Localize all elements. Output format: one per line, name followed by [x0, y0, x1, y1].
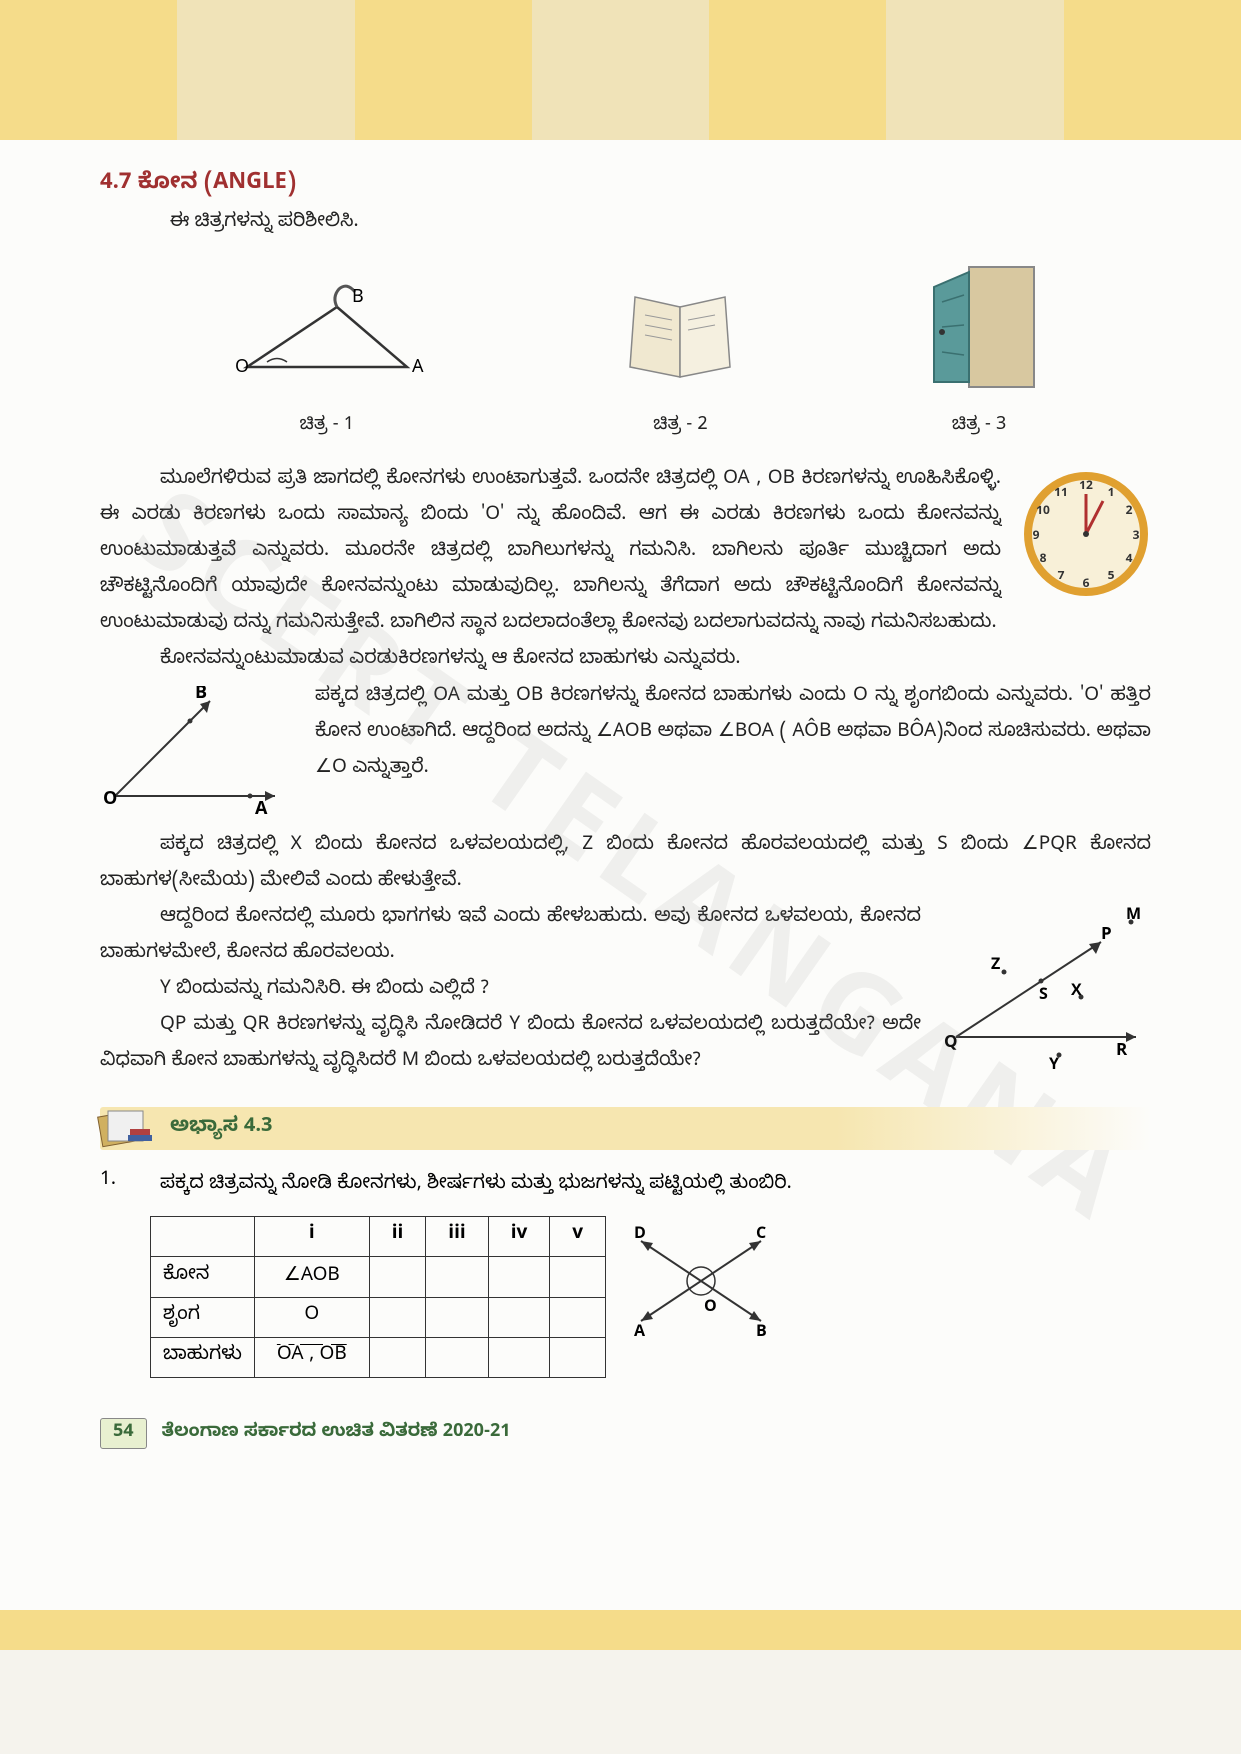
- angle-oab-figure: O A B: [100, 686, 290, 825]
- intro-text: ಈ ಚಿತ್ರಗಳನ್ನು ಪರಿಶೀಲಿಸಿ.: [170, 212, 1151, 237]
- svg-text:O: O: [103, 789, 117, 814]
- table-row: ಬಾಹುಗಳು OA , OB: [151, 1338, 606, 1378]
- figure-2: ಚಿತ್ರ - 2: [600, 277, 760, 439]
- question-1: 1. ಪಕ್ಕದ ಚಿತ್ರವನ್ನು ನೋಡಿ ಕೋನಗಳು, ಶೀರ್ಷಗಳ…: [100, 1170, 1151, 1204]
- svg-text:P: P: [1101, 926, 1112, 949]
- table-row: ಕೋನ ∠AOB: [151, 1257, 606, 1298]
- book-icon: [600, 277, 760, 397]
- figure-1-caption: ಚಿತ್ರ - 1: [207, 414, 447, 439]
- page-number: 54: [100, 1418, 147, 1449]
- section-heading: 4.7 ಕೋನ (ANGLE): [100, 170, 1151, 200]
- clock-icon: 12 1 2 3 4 5 6 7 8 9 10 11: [1021, 469, 1151, 599]
- clock-figure: 12 1 2 3 4 5 6 7 8 9 10 11: [1021, 469, 1151, 608]
- angle-table: i ii iii iv v ಕೋನ ∠AOB ಶೃಂಗ O: [150, 1216, 606, 1378]
- svg-text:O: O: [235, 357, 249, 382]
- svg-text:B: B: [195, 686, 207, 708]
- svg-text:4: 4: [1126, 553, 1133, 569]
- svg-text:R: R: [1116, 1042, 1128, 1065]
- table-wrap: i ii iii iv v ಕೋನ ∠AOB ಶೃಂಗ O: [150, 1216, 1151, 1378]
- paragraph-4: ಪಕ್ಕದ ಚಿತ್ರದಲ್ಲಿ X ಬಿಂದು ಕೋನದ ಒಳವಲಯದಲ್ಲಿ…: [100, 830, 1151, 902]
- figure-3-caption: ಚಿತ್ರ - 3: [914, 414, 1044, 439]
- top-stripes: [0, 0, 1241, 140]
- svg-text:9: 9: [1033, 530, 1040, 546]
- figure-3: ಚಿತ್ರ - 3: [914, 257, 1044, 439]
- svg-text:12: 12: [1079, 480, 1093, 496]
- table-row: ಶೃಂಗ O: [151, 1298, 606, 1338]
- svg-text:1: 1: [1108, 487, 1115, 503]
- door-icon: [914, 257, 1044, 397]
- svg-text:7: 7: [1058, 570, 1065, 586]
- svg-text:B: B: [352, 287, 364, 312]
- svg-text:A: A: [634, 1323, 646, 1345]
- svg-text:A: A: [412, 357, 424, 382]
- books-icon: [90, 1099, 160, 1154]
- svg-text:A: A: [255, 799, 268, 816]
- hanger-icon: O A B: [207, 277, 447, 397]
- star-diagram-icon: D C A B O: [626, 1216, 776, 1346]
- svg-text:10: 10: [1036, 505, 1050, 521]
- svg-text:C: C: [756, 1225, 766, 1247]
- svg-text:Z: Z: [991, 956, 1000, 978]
- svg-text:B: B: [756, 1323, 767, 1345]
- footer-text: ತೆಲಂಗಾಣ ಸರ್ಕಾರದ ಉಚಿತ ವಿತರಣೆ 2020-21: [162, 1421, 511, 1446]
- question-number: 1.: [100, 1170, 130, 1195]
- paragraph-1: ಮೂಲೆಗಳಿರುವ ಪ್ರತಿ ಜಾಗದಲ್ಲಿ ಕೋನಗಳು ಉಂಟಾಗುತ…: [100, 464, 1151, 644]
- figure-1: O A B ಚಿತ್ರ - 1: [207, 277, 447, 439]
- svg-text:M: M: [1126, 907, 1141, 928]
- angle-diagram-icon: O A B: [100, 686, 290, 816]
- svg-text:X: X: [1071, 982, 1082, 1004]
- exercise-label: ಅಭ್ಯಾಸ 4.3: [170, 1115, 273, 1142]
- svg-text:11: 11: [1054, 487, 1068, 503]
- svg-text:Y: Y: [1049, 1056, 1059, 1077]
- paragraph-2: ಕೋನವನ್ನುಂಟುಮಾಡುವ ಎರಡುಕಿರಣಗಳನ್ನು ಆ ಕೋನದ ಬ…: [100, 644, 1151, 680]
- pqr-figure: Q R P S Z X Y M: [941, 907, 1151, 1086]
- figure-row: O A B ಚಿತ್ರ - 1 ಚಿತ್ರ - 2: [130, 257, 1121, 439]
- svg-text:8: 8: [1040, 553, 1047, 569]
- svg-text:D: D: [634, 1225, 646, 1247]
- table-header-row: i ii iii iv v: [151, 1217, 606, 1257]
- bottom-bar: [0, 1610, 1241, 1650]
- svg-text:Q: Q: [944, 1034, 958, 1057]
- question-text: ಪಕ್ಕದ ಚಿತ್ರವನ್ನು ನೋಡಿ ಕೋನಗಳು, ಶೀರ್ಷಗಳು ಮ…: [160, 1170, 1151, 1204]
- svg-text:S: S: [1039, 986, 1048, 1008]
- svg-text:6: 6: [1083, 578, 1090, 594]
- svg-text:3: 3: [1133, 530, 1140, 546]
- svg-text:O: O: [704, 1298, 717, 1320]
- footer: 54 ತೆಲಂಗಾಣ ಸರ್ಕಾರದ ಉಚಿತ ವಿತರಣೆ 2020-21: [100, 1418, 1151, 1449]
- page-content: SCERT TELANGANA 4.7 ಕೋನ (ANGLE) ಈ ಚಿತ್ರಗ…: [0, 140, 1241, 1610]
- svg-text:5: 5: [1108, 570, 1115, 586]
- pqr-diagram-icon: Q R P S Z X Y M: [941, 907, 1151, 1077]
- figure-2-caption: ಚಿತ್ರ - 2: [600, 414, 760, 439]
- svg-text:2: 2: [1126, 505, 1133, 521]
- exercise-heading: ಅಭ್ಯಾಸ 4.3: [100, 1107, 1151, 1150]
